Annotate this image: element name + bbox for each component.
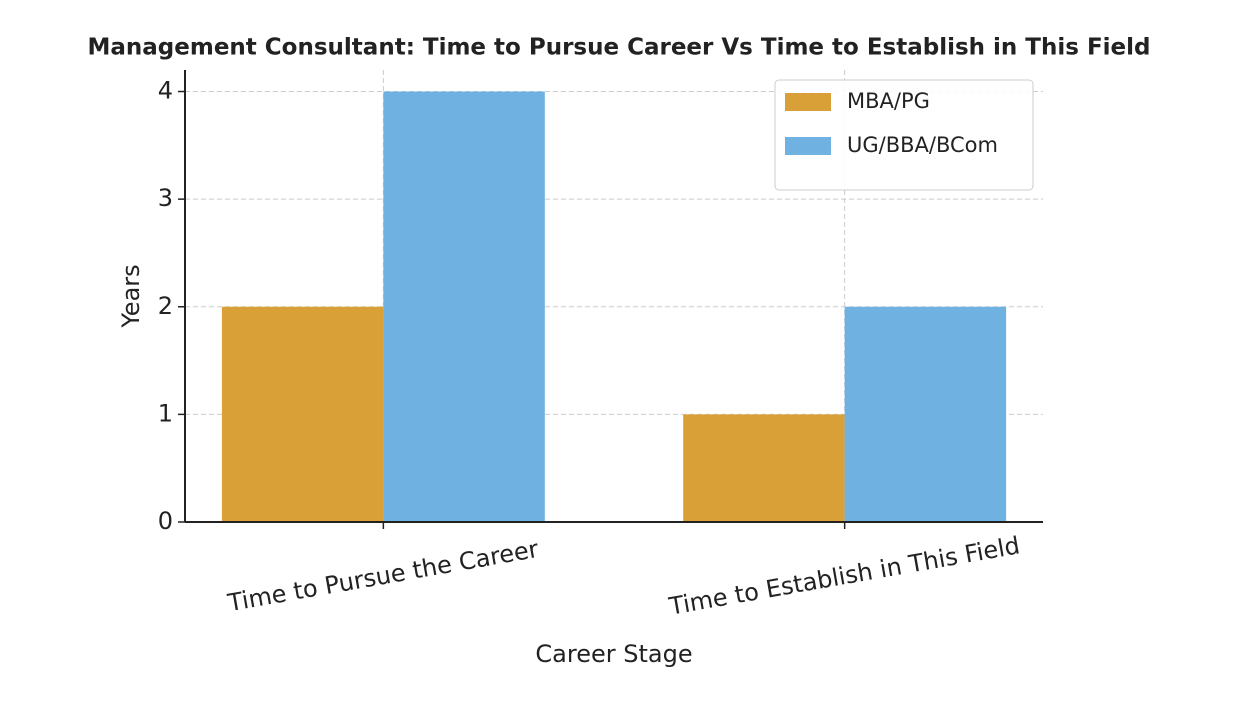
bar	[844, 306, 1007, 522]
y-tick-label: 2	[158, 292, 173, 320]
x-axis-label: Career Stage	[535, 640, 692, 668]
legend-box	[774, 79, 1034, 191]
legend-label: MBA/PG	[847, 89, 930, 113]
x-tick-label: Time to Establish in This Field	[666, 531, 1022, 620]
y-tick-label: 4	[158, 77, 173, 105]
y-axis-label: Years	[117, 264, 145, 328]
legend-label: UG/BBA/BCom	[847, 133, 998, 157]
legend-swatch	[785, 93, 831, 111]
bar	[683, 414, 845, 522]
bar	[221, 306, 384, 522]
legend-swatch	[785, 137, 831, 155]
y-tick-label: 3	[158, 184, 173, 212]
chart-title: Management Consultant: Time to Pursue Ca…	[88, 35, 1151, 61]
x-tick-label: Time to Pursue the Career	[225, 535, 541, 617]
y-tick-label: 0	[158, 507, 173, 535]
y-tick-label: 1	[158, 399, 173, 427]
bar	[383, 91, 545, 523]
